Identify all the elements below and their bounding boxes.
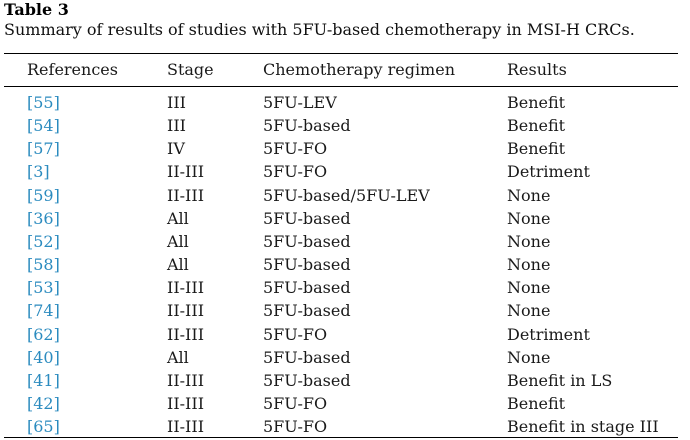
reference-link[interactable]: [36] <box>27 208 60 228</box>
stage-cell: IV <box>167 139 185 159</box>
stage-cell: II-III <box>167 162 205 182</box>
reference-link[interactable]: [52] <box>27 231 60 251</box>
table-header-row: References Stage Chemotherapy regimen Re… <box>0 58 690 81</box>
table-row: [54] III 5FU-based Benefit <box>0 114 690 137</box>
stage-cell: All <box>167 231 189 251</box>
table-row: [42] II-III 5FU-FO Benefit <box>0 392 690 415</box>
reference-link[interactable]: [41] <box>27 370 60 390</box>
result-cell: None <box>507 255 551 274</box>
regimen-cell: 5FU-FO <box>263 162 328 182</box>
stage-cell: II-III <box>167 278 205 298</box>
regimen-cell: 5FU-based <box>263 347 351 367</box>
regimen-cell: 5FU-FO <box>263 417 328 437</box>
regimen-cell: 5FU-based <box>263 255 351 274</box>
table-label: Table 3 <box>4 0 69 19</box>
regimen-cell: 5FU-based/5FU-LEV <box>263 185 430 205</box>
reference-link[interactable]: [74] <box>27 301 60 321</box>
regimen-cell: 5FU-based <box>263 116 351 136</box>
regimen-cell: 5FU-FO <box>263 139 328 159</box>
result-cell: None <box>507 301 551 321</box>
table-row: [41] II-III 5FU-based Benefit in LS <box>0 369 690 392</box>
stage-cell: II-III <box>167 185 205 205</box>
reference-link[interactable]: [65] <box>27 417 60 437</box>
regimen-cell: 5FU-FO <box>263 393 328 413</box>
table-row: [59] II-III 5FU-based/5FU-LEV None <box>0 184 690 207</box>
result-cell: None <box>507 278 551 298</box>
table-top-rule <box>4 53 678 54</box>
table-row: [55] III 5FU-LEV Benefit <box>0 91 690 114</box>
stage-cell: II-III <box>167 324 205 344</box>
table-row: [57] IV 5FU-FO Benefit <box>0 137 690 160</box>
stage-cell: III <box>167 93 186 112</box>
result-cell: Benefit <box>507 116 566 136</box>
result-cell: Benefit in LS <box>507 370 613 390</box>
reference-link[interactable]: [3] <box>27 162 50 182</box>
result-cell: Detriment <box>507 324 590 344</box>
stage-cell: III <box>167 116 186 136</box>
stage-cell: II-III <box>167 370 205 390</box>
reference-link[interactable]: [62] <box>27 324 60 344</box>
table-row: [53] II-III 5FU-based None <box>0 276 690 299</box>
table-row: [58] All 5FU-based None <box>0 253 690 276</box>
result-cell: Benefit <box>507 393 566 413</box>
regimen-cell: 5FU-based <box>263 231 351 251</box>
reference-link[interactable]: [42] <box>27 393 60 413</box>
reference-link[interactable]: [59] <box>27 185 60 205</box>
reference-link[interactable]: [54] <box>27 116 60 136</box>
result-cell: None <box>507 231 551 251</box>
stage-cell: All <box>167 347 189 367</box>
reference-link[interactable]: [55] <box>27 93 60 112</box>
result-cell: Benefit <box>507 139 566 159</box>
reference-link[interactable]: [58] <box>27 255 60 274</box>
header-regimen: Chemotherapy regimen <box>263 60 455 79</box>
regimen-cell: 5FU-based <box>263 370 351 390</box>
table-row: [52] All 5FU-based None <box>0 230 690 253</box>
stage-cell: II-III <box>167 393 205 413</box>
stage-cell: All <box>167 208 189 228</box>
result-cell: None <box>507 185 551 205</box>
regimen-cell: 5FU-based <box>263 301 351 321</box>
result-cell: Benefit <box>507 93 566 112</box>
table-row: [65] II-III 5FU-FO Benefit in stage III <box>0 415 690 438</box>
header-results: Results <box>507 60 567 79</box>
reference-link[interactable]: [53] <box>27 278 60 298</box>
table-header-rule <box>4 86 678 87</box>
result-cell: Benefit in stage III <box>507 417 659 437</box>
table-row: [3] II-III 5FU-FO Detriment <box>0 160 690 183</box>
result-cell: None <box>507 347 551 367</box>
stage-cell: II-III <box>167 301 205 321</box>
table-caption: Summary of results of studies with 5FU-b… <box>4 20 635 39</box>
regimen-cell: 5FU-based <box>263 278 351 298</box>
table-row: [36] All 5FU-based None <box>0 207 690 230</box>
header-stage: Stage <box>167 60 214 79</box>
table-row: [40] All 5FU-based None <box>0 346 690 369</box>
regimen-cell: 5FU-based <box>263 208 351 228</box>
table-row: [62] II-III 5FU-FO Detriment <box>0 323 690 346</box>
result-cell: Detriment <box>507 162 590 182</box>
regimen-cell: 5FU-FO <box>263 324 328 344</box>
reference-link[interactable]: [57] <box>27 139 60 159</box>
reference-link[interactable]: [40] <box>27 347 60 367</box>
table-bottom-rule <box>4 437 678 438</box>
stage-cell: All <box>167 255 189 274</box>
table-row: [74] II-III 5FU-based None <box>0 299 690 322</box>
header-references: References <box>27 60 118 79</box>
result-cell: None <box>507 208 551 228</box>
regimen-cell: 5FU-LEV <box>263 93 337 112</box>
stage-cell: II-III <box>167 417 205 437</box>
